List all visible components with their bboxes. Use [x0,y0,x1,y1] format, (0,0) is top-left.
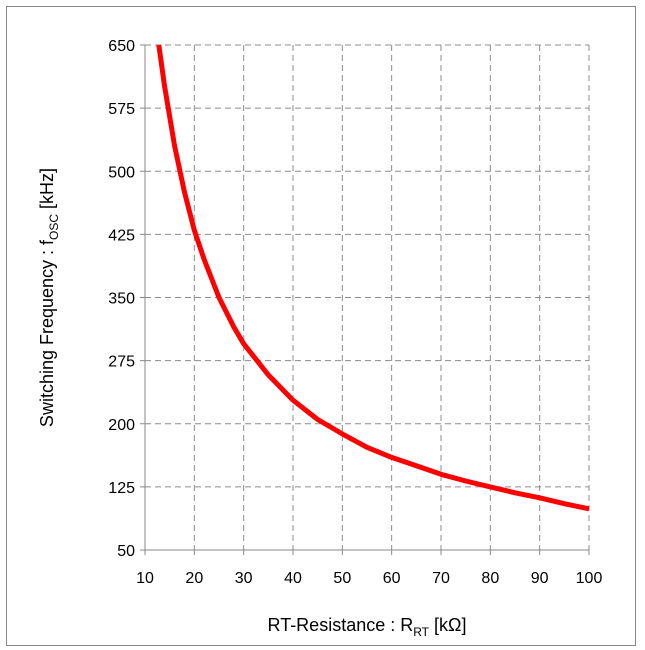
x-tick-label: 70 [432,570,450,587]
x-tick-label: 20 [185,570,203,587]
y-axis-label: Switching Frequency : fOSC [kHz] [37,168,61,427]
x-axis-label: RT-Resistance : RRT [kΩ] [268,615,467,639]
grid [145,44,590,550]
x-tick-label: 10 [136,570,154,587]
x-tick-label: 30 [235,570,253,587]
y-tick-label: 50 [117,543,135,560]
y-tick-label: 275 [108,354,135,371]
chart-frame [6,6,636,646]
y-tick-label: 200 [108,417,135,434]
x-axis-label-unit: [kΩ] [429,615,466,635]
y-tick-label: 425 [108,227,135,244]
x-tick-labels: 10 20 30 40 50 60 70 80 90 100 [136,570,602,587]
x-tick-label: 100 [576,570,603,587]
x-axis-label-main: RT-Resistance : R [268,615,414,635]
y-tick-labels: 50 125 200 275 350 425 500 575 650 [108,38,135,560]
y-tick-label: 575 [108,101,135,118]
y-axis-label-main: Switching Frequency : f [37,239,57,427]
x-axis-label-sub: RT [413,625,429,639]
x-tick-label: 40 [284,570,302,587]
series-line [156,44,590,512]
x-tick-label: 80 [481,570,499,587]
y-tick-label: 650 [108,38,135,55]
y-tick-label: 500 [108,164,135,181]
y-axis-label-unit: [kHz] [37,168,57,214]
x-tick-label: 50 [333,570,351,587]
x-tick-label: 90 [531,570,549,587]
y-tick-label: 350 [108,291,135,308]
series [156,44,590,512]
y-axis-label-sub: OSC [47,214,61,240]
axes [140,44,590,555]
y-tick-label: 125 [108,480,135,497]
x-tick-label: 60 [383,570,401,587]
